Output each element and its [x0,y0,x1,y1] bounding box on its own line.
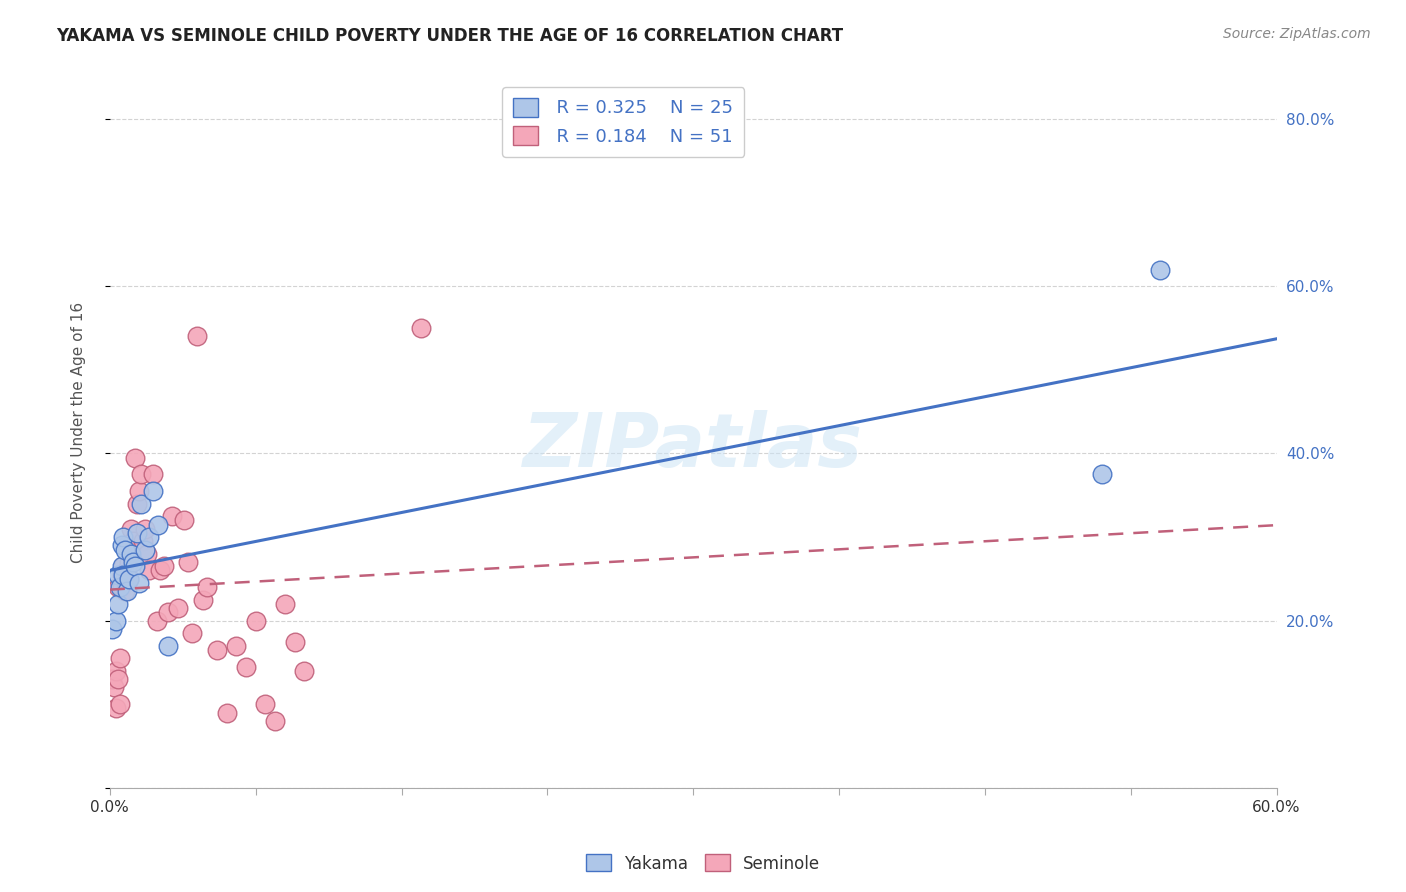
Point [110,580,132,594]
Point [104,701,127,715]
Point [129,467,152,482]
Point [104,664,127,678]
Point [108,697,131,711]
Point [160,509,183,524]
Point [254,697,277,711]
Point [120,547,142,561]
Point [274,597,297,611]
Point [118,572,141,586]
Point [110,567,132,582]
Point [129,497,152,511]
Point [145,614,167,628]
Point [117,538,139,552]
Point [122,534,145,549]
Legend: Yakama, Seminole: Yakama, Seminole [579,847,827,880]
Point [157,639,180,653]
Point [122,555,145,569]
Point [215,706,238,720]
Point [1090,467,1112,482]
Point [157,605,180,619]
Legend:   R = 0.325    N = 25,   R = 0.184    N = 51: R = 0.325 N = 25, R = 0.184 N = 51 [502,87,744,157]
Point [103,681,125,695]
Point [245,614,267,628]
Point [167,601,190,615]
Point [125,525,148,540]
Text: YAKAMA VS SEMINOLE CHILD POVERTY UNDER THE AGE OF 16 CORRELATION CHART: YAKAMA VS SEMINOLE CHILD POVERTY UNDER T… [56,27,844,45]
Point [173,513,195,527]
Point [132,534,155,549]
Y-axis label: Child Poverty Under the Age of 16: Child Poverty Under the Age of 16 [72,302,86,563]
Point [107,672,129,686]
Point [107,597,129,611]
Point [138,530,160,544]
Point [134,522,156,536]
Point [409,321,432,335]
Point [1149,262,1171,277]
Point [205,643,228,657]
Point [124,450,146,465]
Point [108,651,131,665]
Point [264,714,287,728]
Point [284,634,307,648]
Point [117,564,139,578]
Point [149,564,172,578]
Point [114,572,136,586]
Point [117,584,139,599]
Point [118,572,141,586]
Point [235,659,257,673]
Point [292,664,315,678]
Point [128,484,150,499]
Point [112,567,135,582]
Point [114,584,136,599]
Point [110,538,132,552]
Point [134,542,156,557]
Point [142,467,165,482]
Point [118,555,141,569]
Point [142,484,165,499]
Point [112,559,135,574]
Point [104,614,127,628]
Point [193,592,215,607]
Text: Source: ZipAtlas.com: Source: ZipAtlas.com [1223,27,1371,41]
Point [120,522,142,536]
Point [107,567,129,582]
Point [195,580,218,594]
Text: ZIPatlas: ZIPatlas [523,410,863,483]
Point [125,497,148,511]
Point [176,555,198,569]
Point [148,517,170,532]
Point [101,672,124,686]
Point [138,564,160,578]
Point [180,626,202,640]
Point [124,559,146,574]
Point [153,559,176,574]
Point [101,622,124,636]
Point [110,559,132,574]
Point [135,547,157,561]
Point [186,329,208,343]
Point [114,542,136,557]
Point [225,639,247,653]
Point [107,580,129,594]
Point [128,576,150,591]
Point [112,530,135,544]
Point [108,580,131,594]
